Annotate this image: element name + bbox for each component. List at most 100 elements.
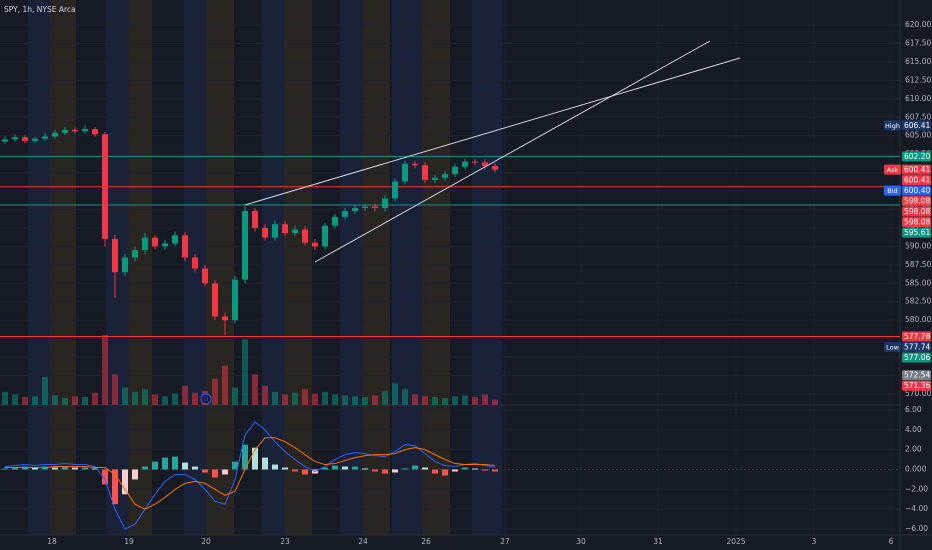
macd-histogram-bar [422, 467, 428, 470]
y-tick-label: 617.50 [905, 39, 931, 48]
price-marker [902, 331, 931, 342]
volume-bar [372, 395, 378, 405]
price-marker-label: 598.08 [904, 218, 930, 227]
candle-body [142, 237, 148, 251]
y-tick-label: 590.00 [905, 241, 931, 250]
price-marker [902, 227, 931, 238]
y-tick-label: 605.00 [905, 131, 931, 140]
volume-bar [472, 397, 478, 405]
candle-body [12, 137, 18, 140]
macd-histogram-bar [202, 469, 208, 473]
macd-histogram-bar [102, 469, 108, 485]
x-tick-label: 23 [280, 537, 290, 546]
candle-body [52, 132, 58, 137]
y-tick-label: 570.00 [905, 389, 931, 398]
volume-bar [402, 389, 408, 405]
y-tick-label: 615.00 [905, 57, 931, 66]
macd-histogram-bar [412, 465, 418, 470]
volume-bar [322, 391, 328, 405]
macd-panel [2, 421, 498, 530]
candle-body [2, 139, 8, 142]
x-tick-label: 27 [500, 537, 510, 546]
x-tick-label: 3 [812, 537, 817, 546]
candle-body [242, 210, 248, 280]
macd-histogram-bar [82, 467, 88, 470]
candle-body [332, 216, 338, 226]
candle-body [122, 257, 128, 273]
candle-body [372, 206, 378, 209]
price-marker-label: 600.41 [904, 165, 930, 174]
candle-body [472, 161, 478, 163]
candle-body [302, 229, 308, 243]
volume-bar [72, 396, 78, 405]
candle-body [252, 210, 258, 228]
price-marker-label: 595.61 [904, 228, 930, 237]
macd-histogram-bar [322, 467, 328, 470]
price-marker [902, 342, 931, 353]
macd-histogram-bar [262, 457, 268, 470]
candle-body [152, 237, 158, 247]
macd-histogram-bar [232, 461, 238, 470]
x-tick-label: 24 [358, 537, 368, 546]
macd-histogram-bar [382, 469, 388, 474]
macd-tick-label: 0.000 [905, 465, 927, 474]
price-marker-label: 600.41 [904, 176, 930, 185]
macd-histogram-bar [172, 456, 178, 470]
y-tick-label: 580.00 [905, 315, 931, 324]
candle-body [112, 239, 118, 273]
candle-body [212, 283, 218, 317]
volume-bar [112, 374, 118, 405]
price-marker-label: 572.54 [904, 371, 930, 380]
price-tag [884, 164, 901, 175]
candle-body [442, 174, 448, 178]
macd-histogram-bar [452, 469, 458, 472]
volume-bar [462, 395, 468, 405]
price-marker-label: 598.08 [904, 197, 930, 206]
macd-tick-label: 4.00 [905, 425, 922, 434]
macd-tick-label: 2.00 [905, 445, 922, 454]
price-marker-label: 577.74 [904, 343, 930, 352]
macd-histogram-bar [242, 444, 248, 470]
price-marker [902, 120, 931, 131]
candle-body [452, 166, 458, 175]
macd-histogram-bar [192, 466, 198, 470]
premarket [472, 0, 502, 535]
candle-body [22, 137, 28, 141]
candle-body [422, 165, 428, 180]
macd-histogram-bar [92, 468, 98, 470]
price-tag-label: Bid [887, 187, 897, 195]
postmarket [50, 0, 76, 535]
grid [0, 0, 900, 535]
macd-histogram-bar [52, 467, 58, 470]
price-marker [902, 196, 931, 207]
candle-body [72, 129, 78, 132]
volume-bar [452, 396, 458, 405]
candle-body [482, 162, 488, 166]
macd-histogram-bar [72, 467, 78, 470]
macd-histogram-bar [282, 467, 288, 470]
candle-body [352, 208, 358, 211]
macd-histogram-bar [32, 467, 38, 470]
volume-bar [32, 396, 38, 405]
dividend-label: D [204, 396, 209, 403]
macd-histogram-bar [392, 469, 398, 473]
candle-body [432, 177, 438, 180]
price-marker-label: 598.08 [904, 207, 930, 216]
volume-bar [422, 396, 428, 405]
volume [2, 335, 498, 405]
trendlines [244, 40, 741, 263]
candle-body [402, 163, 408, 182]
volume-bar [22, 397, 28, 405]
volume-bar [132, 391, 138, 405]
y-tick-label: 610.00 [905, 94, 931, 103]
volume-bar [412, 394, 418, 405]
macd-tick-label: −4.00 [905, 504, 928, 513]
chart-title: SPY, 1h, NYSE Arca [4, 5, 76, 14]
candle-body [162, 243, 168, 247]
candle-body [202, 268, 208, 284]
macd-histogram-bar [492, 469, 498, 472]
macd-histogram-bar [462, 467, 468, 470]
macd-histogram-bar [252, 447, 258, 470]
y-tick-label: 582.50 [905, 297, 931, 306]
